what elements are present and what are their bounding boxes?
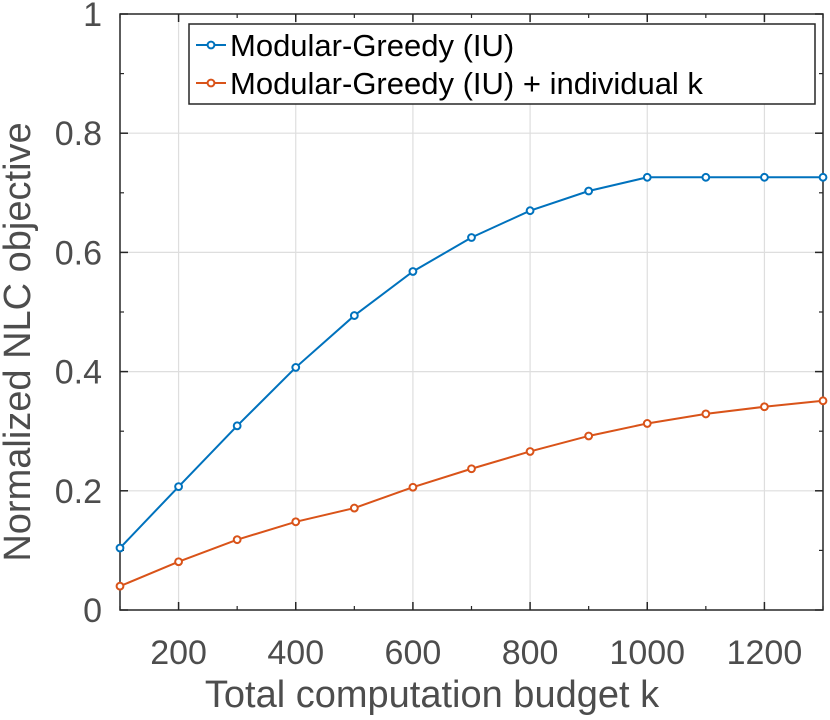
data-point bbox=[115, 581, 125, 591]
y-tick-label: 0.2 bbox=[55, 473, 102, 511]
data-point bbox=[467, 464, 476, 474]
data-point bbox=[408, 267, 418, 276]
data-point bbox=[642, 419, 652, 428]
grid-lines bbox=[120, 14, 823, 610]
data-point bbox=[760, 402, 769, 412]
legend-marker-series-2 bbox=[206, 78, 216, 88]
series-1 bbox=[115, 172, 828, 553]
data-point bbox=[818, 396, 828, 406]
data-point bbox=[349, 503, 359, 513]
data-point bbox=[291, 363, 301, 372]
legend: Modular-Greedy (IU) Modular-Greedy (IU) … bbox=[188, 23, 816, 105]
x-axis-label: Total computation budget k bbox=[205, 674, 660, 716]
legend-label-series-1: Modular-Greedy (IU) bbox=[230, 28, 514, 63]
data-point bbox=[584, 186, 594, 196]
y-tick-label: 0.4 bbox=[55, 354, 102, 392]
data-point bbox=[760, 172, 769, 182]
data-point bbox=[642, 172, 652, 182]
data-point bbox=[291, 517, 301, 527]
data-point bbox=[232, 535, 242, 545]
y-tick-labels: 0 0.2 0.4 0.6 0.8 1 bbox=[55, 0, 102, 630]
series-layer bbox=[115, 172, 828, 591]
data-point bbox=[232, 421, 242, 431]
axes-frame bbox=[119, 13, 824, 611]
y-tick-label: 0.8 bbox=[55, 115, 102, 153]
legend-marker-series-1 bbox=[206, 40, 216, 50]
x-tick-label: 200 bbox=[150, 634, 207, 672]
data-point bbox=[467, 233, 476, 242]
y-tick-label: 1 bbox=[83, 0, 102, 34]
y-axis-label: Normalized NLC objective bbox=[0, 122, 39, 561]
x-tick-label: 800 bbox=[502, 634, 559, 672]
data-point bbox=[701, 172, 711, 182]
data-point bbox=[174, 482, 183, 492]
data-point bbox=[349, 311, 359, 320]
x-tick-label: 1000 bbox=[609, 634, 685, 672]
data-point bbox=[701, 409, 711, 419]
y-tick-label: 0 bbox=[83, 592, 102, 630]
x-tick-labels: 200 400 600 800 1000 1200 bbox=[150, 634, 802, 672]
data-point bbox=[115, 543, 125, 553]
data-point bbox=[408, 482, 418, 492]
x-tick-label: 1200 bbox=[727, 634, 803, 672]
series-2 bbox=[115, 396, 828, 591]
x-tick-label: 400 bbox=[267, 634, 324, 672]
data-point bbox=[525, 206, 535, 216]
data-point bbox=[818, 172, 828, 182]
data-point bbox=[525, 447, 535, 456]
y-tick-label: 0.6 bbox=[55, 234, 102, 272]
legend-label-series-2: Modular-Greedy (IU) + individual k bbox=[230, 66, 703, 101]
data-point bbox=[174, 557, 183, 567]
x-tick-label: 600 bbox=[385, 634, 442, 672]
legend-box bbox=[188, 23, 816, 105]
data-point bbox=[584, 431, 594, 441]
